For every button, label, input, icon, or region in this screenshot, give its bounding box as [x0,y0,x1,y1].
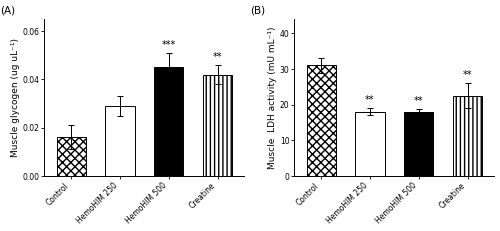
Text: **: ** [213,52,222,62]
Bar [203,75,232,176]
Bar [106,106,134,176]
Bar [154,67,184,176]
Bar [453,96,482,176]
Y-axis label: Muscle  LDH activity (mU mL⁻¹): Muscle LDH activity (mU mL⁻¹) [268,26,277,169]
Bar [306,65,336,176]
Bar [56,137,86,176]
Text: (A): (A) [0,6,16,16]
Y-axis label: Muscle glycogen (ug uL⁻¹): Muscle glycogen (ug uL⁻¹) [10,38,20,157]
Text: **: ** [414,96,424,106]
Text: (B): (B) [250,6,266,16]
Text: **: ** [365,95,374,105]
Bar [404,112,434,176]
Text: ***: *** [162,40,176,50]
Bar [356,112,384,176]
Text: **: ** [463,70,472,80]
